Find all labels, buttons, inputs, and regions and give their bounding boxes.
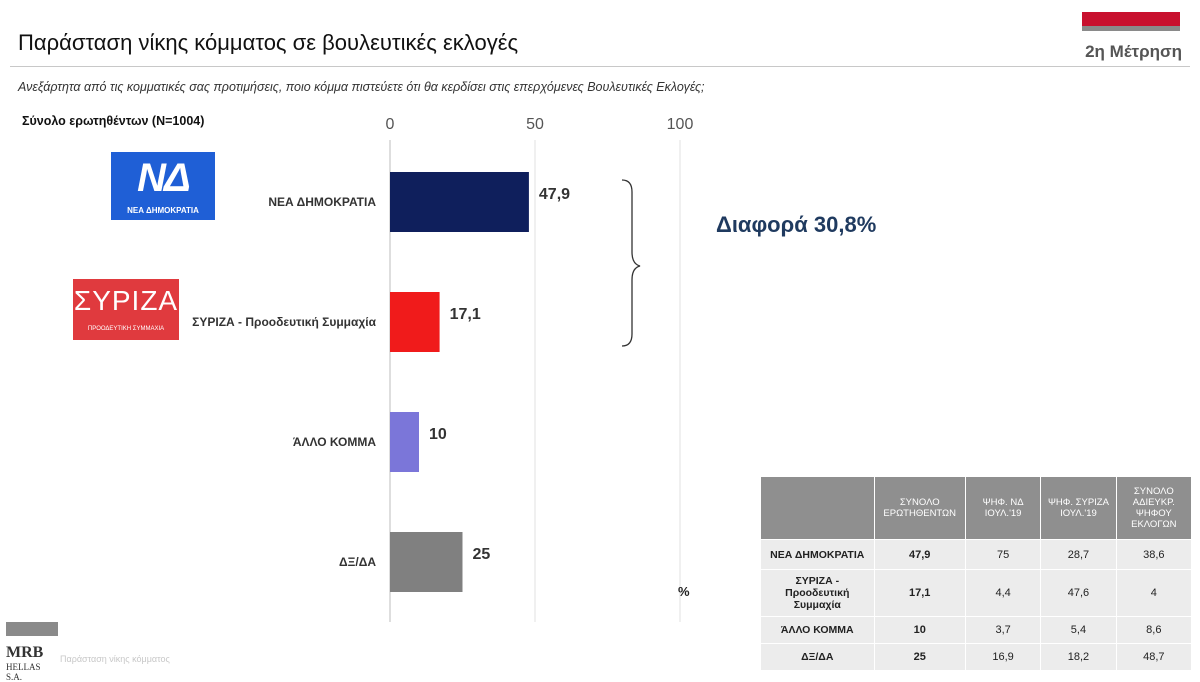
bar (390, 532, 463, 592)
difference-brace (621, 179, 641, 347)
data-label: 17,1 (450, 306, 481, 323)
table-cell: 38,6 (1115, 539, 1193, 570)
table-row: ΣΥΡΙΖΑ - Προοδευτική Συμμαχία 17,1 4,4 4… (760, 569, 1193, 617)
survey-question: Ανεξάρτητα από τις κομματικές σας προτιμ… (18, 80, 705, 94)
syriza-logo-subtitle: ΠΡΟΟΔΕΥΤΙΚΗ ΣΥΜΜΑΧΙΑ (87, 326, 165, 332)
table-cell: 10 (873, 616, 966, 644)
difference-label: Διαφορά 30,8% (716, 212, 877, 237)
crosstab-table: ΣΥΝΟΛΟ ΕΡΩΤΗΘΕΝΤΩΝ ΨΗΦ. ΝΔ ΙΟΥΛ.'19 ΨΗΦ.… (760, 476, 1193, 671)
x-tick-label: 0 (386, 116, 395, 133)
table-header-cell: ΨΗΦ. ΣΥΡΙΖΑ ΙΟΥΛ.'19 (1040, 476, 1117, 540)
table-cell: 25 (873, 643, 966, 671)
table-cell: 4,4 (964, 569, 1042, 617)
category-label: ΔΞ/ΔΑ (339, 555, 376, 569)
table-row-header: ΝΕΑ ΔΗΜΟΚΡΑΤΙΑ (760, 539, 875, 570)
syriza-party-logo: ΣΥΡΙΖΑ ΠΡΟΟΔΕΥΤΙΚΗ ΣΥΜΜΑΧΙΑ (73, 279, 179, 340)
table-header-cell: ΣΥΝΟΛΟ ΑΔΙΕΥΚΡ. ΨΗΦΟΥ ΕΚΛΟΓΩΝ (1115, 476, 1193, 540)
table-cell: 4 (1115, 569, 1193, 617)
measurement-label: 2η Μέτρηση (1085, 42, 1182, 61)
table-cell: 47,9 (873, 539, 966, 570)
table-cell: 48,7 (1115, 643, 1193, 671)
bar (390, 172, 529, 232)
x-tick-label: 100 (667, 116, 694, 133)
table-cell: 28,7 (1040, 539, 1117, 570)
table-header-cell: ΣΥΝΟΛΟ ΕΡΩΤΗΘΕΝΤΩΝ (873, 476, 966, 540)
data-label: 25 (473, 546, 491, 563)
table-header-cell (760, 476, 875, 540)
bar (390, 412, 419, 472)
header-divider (10, 66, 1190, 67)
table-cell: 8,6 (1115, 616, 1193, 644)
table-cell: 18,2 (1040, 643, 1117, 671)
table-header-row: ΣΥΝΟΛΟ ΕΡΩΤΗΘΕΝΤΩΝ ΨΗΦ. ΝΔ ΙΟΥΛ.'19 ΨΗΦ.… (760, 476, 1193, 540)
nd-logo-glyph: ΝΔ (137, 156, 191, 200)
bar-chart: 0 50 100 ΝΕΑ ΔΗΜΟΚΡΑΤΙΑ ΣΥΡΙΖΑ - Προοδευτικ… (192, 116, 694, 622)
table-cell: 47,6 (1040, 569, 1117, 617)
table-row-header: ΣΥΡΙΖΑ - Προοδευτική Συμμαχία (760, 569, 875, 617)
nd-logo-subtitle: ΝΕΑ ΔΗΜΟΚΡΑΤΙΑ (127, 206, 199, 215)
table-row-header: ΆΛΛΟ ΚΟΜΜΑ (760, 616, 875, 644)
mrb-logo-text: MRB (6, 644, 44, 661)
sample-base-label: Σύνολο ερωτηθέντων (N=1004) (22, 114, 205, 128)
table-row: ΆΛΛΟ ΚΟΜΜΑ 10 3,7 5,4 8,6 (760, 616, 1193, 644)
table-header-cell: ΨΗΦ. ΝΔ ΙΟΥΛ.'19 (964, 476, 1042, 540)
data-label: 10 (429, 426, 447, 443)
syriza-logo-glyph: ΣΥΡΙΖΑ (73, 285, 179, 316)
category-label: ΆΛΛΟ ΚΟΜΜΑ (293, 435, 376, 449)
table-cell: 3,7 (964, 616, 1042, 644)
data-label: 47,9 (539, 186, 570, 203)
table-cell: 17,1 (873, 569, 966, 617)
bar (390, 292, 440, 352)
category-label: ΝΕΑ ΔΗΜΟΚΡΑΤΙΑ (268, 195, 376, 209)
nd-party-logo: ΝΔ ΝΕΑ ΔΗΜΟΚΡΑΤΙΑ (111, 152, 215, 220)
category-label: ΣΥΡΙΖΑ - Προοδευτική Συμμαχία (192, 315, 376, 329)
percent-unit-label: % (678, 584, 690, 599)
table-cell: 5,4 (1040, 616, 1117, 644)
table-cell: 75 (964, 539, 1042, 570)
brand-logo-bar (1082, 12, 1180, 26)
x-tick-label: 50 (526, 116, 544, 133)
table-row-header: ΔΞ/ΔΑ (760, 643, 875, 671)
table-row: ΝΕΑ ΔΗΜΟΚΡΑΤΙΑ 47,9 75 28,7 38,6 (760, 539, 1193, 570)
brand-logo-underline (1082, 26, 1180, 31)
mrb-logo-bar (6, 622, 58, 636)
mrb-logo-subtext: HELLAS S.A. (6, 662, 41, 682)
page-title: Παράσταση νίκης κόμματος σε βουλευτικές … (18, 30, 519, 55)
mrb-logo: MRB HELLAS S.A. (6, 622, 58, 682)
table-cell: 16,9 (964, 643, 1042, 671)
brand-logo (1082, 12, 1180, 34)
footer-note: Παράσταση νίκης κόμματος (60, 654, 170, 664)
table-row: ΔΞ/ΔΑ 25 16,9 18,2 48,7 (760, 643, 1193, 671)
